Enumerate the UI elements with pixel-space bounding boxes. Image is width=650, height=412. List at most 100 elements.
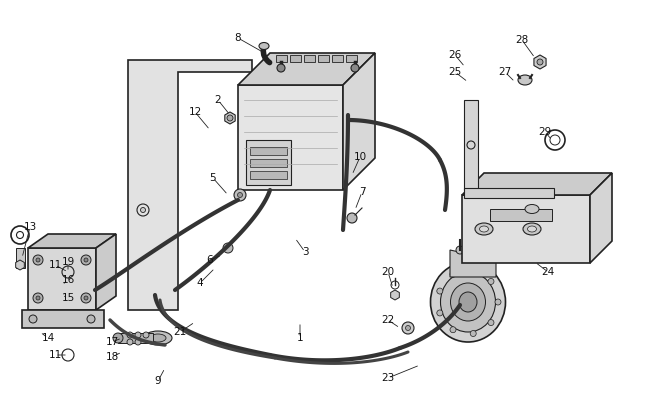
Circle shape — [402, 322, 414, 334]
Text: 11: 11 — [48, 350, 62, 360]
Text: 19: 19 — [61, 257, 75, 267]
Polygon shape — [462, 173, 612, 195]
Circle shape — [135, 339, 141, 345]
Text: 29: 29 — [538, 127, 552, 137]
Circle shape — [406, 325, 411, 330]
Circle shape — [450, 271, 456, 277]
Ellipse shape — [144, 331, 172, 345]
Text: 28: 28 — [515, 35, 528, 45]
Bar — [490, 209, 552, 221]
Circle shape — [81, 255, 91, 265]
Text: 25: 25 — [448, 67, 461, 77]
Ellipse shape — [450, 283, 486, 321]
Circle shape — [537, 59, 543, 65]
Text: 5: 5 — [210, 173, 216, 183]
Polygon shape — [450, 250, 496, 277]
Polygon shape — [28, 248, 96, 310]
Text: 1: 1 — [296, 333, 304, 343]
Circle shape — [33, 255, 43, 265]
Circle shape — [488, 320, 494, 325]
Text: 3: 3 — [302, 247, 308, 257]
Text: 9: 9 — [155, 376, 161, 386]
Circle shape — [234, 189, 246, 201]
Text: 16: 16 — [61, 275, 75, 285]
Polygon shape — [290, 55, 301, 62]
Polygon shape — [246, 140, 291, 185]
Circle shape — [135, 332, 141, 338]
Ellipse shape — [259, 42, 269, 49]
Circle shape — [277, 64, 285, 72]
Bar — [16, 248, 25, 268]
Text: 6: 6 — [207, 255, 213, 265]
Polygon shape — [318, 55, 329, 62]
Text: 4: 4 — [197, 278, 203, 288]
Text: 23: 23 — [382, 373, 395, 383]
Polygon shape — [22, 310, 104, 328]
Polygon shape — [462, 195, 590, 263]
Text: 22: 22 — [382, 315, 395, 325]
Polygon shape — [304, 55, 315, 62]
Circle shape — [84, 258, 88, 262]
Circle shape — [33, 293, 43, 303]
Circle shape — [347, 213, 357, 223]
Text: 2: 2 — [214, 95, 221, 105]
Circle shape — [450, 327, 456, 333]
Bar — [250, 159, 287, 167]
Polygon shape — [332, 55, 343, 62]
Ellipse shape — [113, 333, 123, 343]
Circle shape — [488, 279, 494, 284]
Circle shape — [143, 332, 149, 338]
Ellipse shape — [441, 272, 495, 332]
Text: 17: 17 — [105, 337, 118, 347]
Text: 20: 20 — [382, 267, 395, 277]
Circle shape — [87, 315, 95, 323]
Circle shape — [437, 288, 443, 294]
Ellipse shape — [518, 75, 532, 85]
Text: 18: 18 — [105, 352, 118, 362]
Ellipse shape — [475, 223, 493, 235]
Polygon shape — [96, 234, 116, 310]
Bar — [250, 147, 287, 155]
Text: 14: 14 — [42, 333, 55, 343]
Circle shape — [470, 330, 476, 337]
Ellipse shape — [480, 226, 489, 232]
Polygon shape — [343, 53, 375, 190]
Text: 10: 10 — [354, 152, 367, 162]
Ellipse shape — [150, 334, 166, 342]
Text: 8: 8 — [235, 33, 241, 43]
Bar — [118, 333, 153, 343]
Circle shape — [36, 296, 40, 300]
Circle shape — [495, 299, 501, 305]
Bar — [250, 171, 287, 179]
Ellipse shape — [459, 292, 477, 312]
Text: 26: 26 — [448, 50, 461, 60]
Ellipse shape — [528, 226, 536, 232]
Text: 15: 15 — [61, 293, 75, 303]
Polygon shape — [590, 173, 612, 263]
Polygon shape — [346, 55, 357, 62]
Polygon shape — [464, 188, 554, 198]
Circle shape — [84, 296, 88, 300]
Circle shape — [36, 258, 40, 262]
Circle shape — [140, 208, 146, 213]
Bar — [464, 100, 478, 190]
Circle shape — [456, 246, 464, 254]
Polygon shape — [128, 60, 252, 310]
Polygon shape — [238, 85, 343, 190]
Circle shape — [351, 64, 359, 72]
FancyArrowPatch shape — [263, 49, 270, 63]
Polygon shape — [276, 55, 287, 62]
Text: 12: 12 — [188, 107, 202, 117]
Circle shape — [223, 243, 233, 253]
Text: 7: 7 — [359, 187, 365, 197]
Circle shape — [227, 115, 233, 121]
Circle shape — [437, 310, 443, 316]
Polygon shape — [238, 53, 375, 85]
Ellipse shape — [525, 204, 539, 213]
Ellipse shape — [523, 223, 541, 235]
Text: 21: 21 — [174, 327, 187, 337]
Text: 27: 27 — [499, 67, 512, 77]
Text: 11: 11 — [48, 260, 62, 270]
Circle shape — [237, 192, 242, 197]
Circle shape — [470, 267, 476, 274]
